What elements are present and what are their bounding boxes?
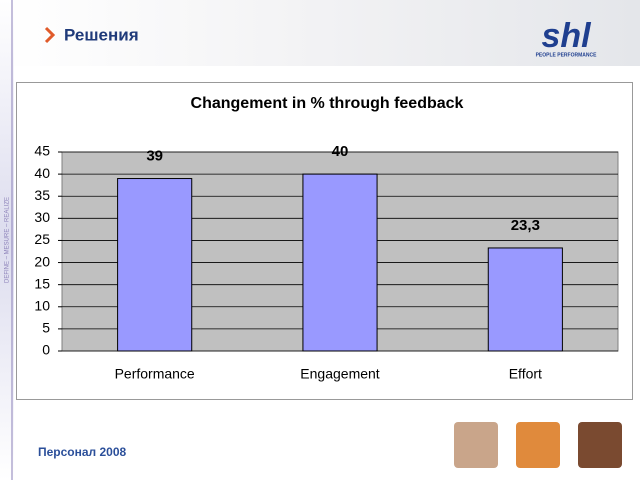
bar [302,173,378,352]
side-text: DEFINE – MESURE – REALIZE [5,197,11,283]
x-tick-label: Engagement [300,366,380,382]
photo [454,422,498,468]
y-tick-label: 5 [42,320,50,336]
y-tick-label: 30 [34,209,50,225]
y-tick-label: 40 [34,165,50,181]
title-arrow [44,26,56,44]
x-tick-label: Effort [509,366,542,382]
bar [487,247,563,352]
logo-tagline: PEOPLE PERFORMANCE [536,52,598,58]
data-label: 23,3 [511,217,540,234]
y-tick-label: 25 [34,231,50,247]
x-tick-label: Performance [115,366,195,382]
page-title: Решения [64,25,139,44]
data-label: 39 [146,148,163,165]
y-tick-label: 15 [34,275,50,291]
data-label: 40 [332,143,349,160]
header-bar [0,0,640,66]
y-tick-label: 0 [42,342,50,358]
y-tick-label: 10 [34,297,50,313]
side-strip [0,0,14,480]
footer-text: Персонал 2008 [38,445,127,459]
photo [516,422,560,468]
photo [578,422,622,468]
chart-title: Changement in % through feedback [191,95,464,112]
y-tick-label: 35 [34,187,50,203]
y-tick-label: 45 [34,143,50,159]
logo: shl [541,17,592,55]
bar [117,178,193,352]
y-tick-label: 20 [34,253,50,269]
